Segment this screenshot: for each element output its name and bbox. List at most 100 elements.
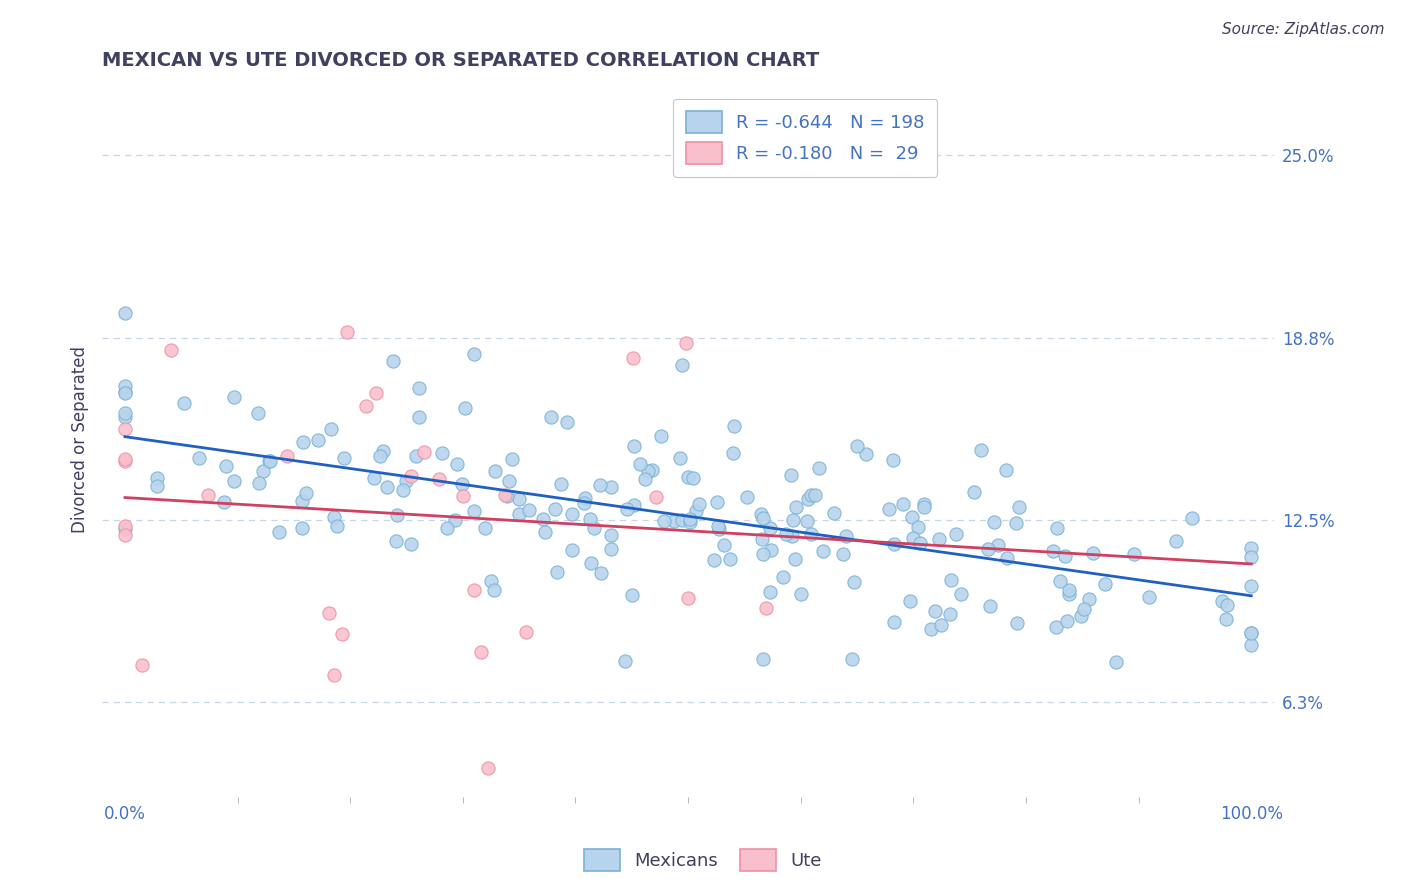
Point bbox=[408, 410, 430, 425]
Point bbox=[963, 485, 986, 500]
Point bbox=[761, 542, 783, 557]
Point bbox=[634, 472, 657, 486]
Point bbox=[1008, 500, 1031, 515]
Point bbox=[252, 464, 274, 478]
Point bbox=[920, 622, 942, 636]
Point bbox=[443, 513, 465, 527]
Point bbox=[679, 512, 702, 526]
Point bbox=[735, 490, 758, 504]
Point bbox=[427, 472, 450, 486]
Point bbox=[600, 480, 623, 494]
Point bbox=[373, 443, 395, 458]
Point bbox=[796, 492, 818, 507]
Point bbox=[336, 325, 359, 339]
Point bbox=[620, 588, 643, 602]
Point bbox=[292, 435, 315, 450]
Point bbox=[759, 585, 782, 599]
Point bbox=[366, 386, 388, 401]
Point bbox=[1057, 587, 1080, 601]
Point bbox=[160, 343, 183, 358]
Point bbox=[928, 532, 950, 546]
Point bbox=[540, 409, 562, 424]
Point bbox=[616, 502, 638, 516]
Point bbox=[114, 422, 136, 436]
Point bbox=[939, 573, 962, 587]
Point bbox=[463, 583, 485, 598]
Point bbox=[1046, 521, 1069, 535]
Point bbox=[1070, 608, 1092, 623]
Point bbox=[114, 528, 136, 542]
Point bbox=[578, 512, 600, 526]
Point bbox=[903, 532, 925, 546]
Point bbox=[671, 513, 693, 527]
Point bbox=[589, 566, 612, 581]
Point bbox=[790, 587, 813, 601]
Point bbox=[912, 497, 935, 511]
Point bbox=[929, 617, 952, 632]
Point bbox=[623, 351, 645, 365]
Point bbox=[1181, 511, 1204, 525]
Point bbox=[702, 552, 724, 566]
Point bbox=[1078, 591, 1101, 606]
Point bbox=[898, 594, 921, 608]
Point bbox=[515, 624, 537, 639]
Point bbox=[463, 504, 485, 518]
Point bbox=[582, 521, 605, 535]
Point bbox=[883, 537, 905, 551]
Point bbox=[842, 574, 865, 589]
Point bbox=[470, 645, 492, 659]
Point bbox=[257, 454, 280, 468]
Point bbox=[114, 454, 136, 468]
Point bbox=[114, 409, 136, 424]
Point bbox=[1123, 547, 1146, 561]
Point bbox=[845, 439, 868, 453]
Point bbox=[600, 541, 623, 556]
Point bbox=[413, 444, 436, 458]
Point bbox=[546, 565, 568, 579]
Point bbox=[1081, 546, 1104, 560]
Point bbox=[752, 511, 775, 525]
Legend: Mexicans, Ute: Mexicans, Ute bbox=[576, 842, 830, 879]
Point bbox=[114, 406, 136, 420]
Point bbox=[114, 384, 136, 399]
Point bbox=[1049, 574, 1071, 589]
Point bbox=[706, 494, 728, 508]
Point bbox=[114, 379, 136, 393]
Text: MEXICAN VS UTE DIVORCED OR SEPARATED CORRELATION CHART: MEXICAN VS UTE DIVORCED OR SEPARATED COR… bbox=[103, 51, 820, 70]
Point bbox=[370, 449, 392, 463]
Point bbox=[531, 512, 554, 526]
Point bbox=[534, 525, 557, 540]
Point bbox=[430, 446, 453, 460]
Point bbox=[501, 451, 523, 466]
Point bbox=[307, 433, 329, 447]
Point bbox=[877, 501, 900, 516]
Point bbox=[772, 570, 794, 584]
Point bbox=[628, 458, 651, 472]
Point bbox=[901, 510, 924, 524]
Point bbox=[1053, 549, 1076, 564]
Point bbox=[391, 483, 413, 497]
Point bbox=[321, 422, 343, 436]
Point bbox=[823, 507, 845, 521]
Point bbox=[983, 515, 1005, 529]
Point bbox=[752, 652, 775, 666]
Point bbox=[1240, 549, 1263, 564]
Point bbox=[723, 418, 745, 433]
Point bbox=[1056, 614, 1078, 628]
Point bbox=[1240, 638, 1263, 652]
Point bbox=[855, 447, 877, 461]
Point bbox=[114, 451, 136, 466]
Point bbox=[676, 470, 699, 484]
Point bbox=[405, 449, 427, 463]
Point bbox=[276, 449, 298, 463]
Point bbox=[574, 491, 596, 505]
Point bbox=[246, 406, 269, 420]
Point bbox=[718, 552, 741, 566]
Point bbox=[508, 491, 530, 506]
Point bbox=[645, 490, 668, 504]
Point bbox=[1137, 590, 1160, 604]
Point bbox=[494, 488, 516, 502]
Point bbox=[780, 467, 803, 482]
Point bbox=[987, 538, 1010, 552]
Point bbox=[1104, 655, 1126, 669]
